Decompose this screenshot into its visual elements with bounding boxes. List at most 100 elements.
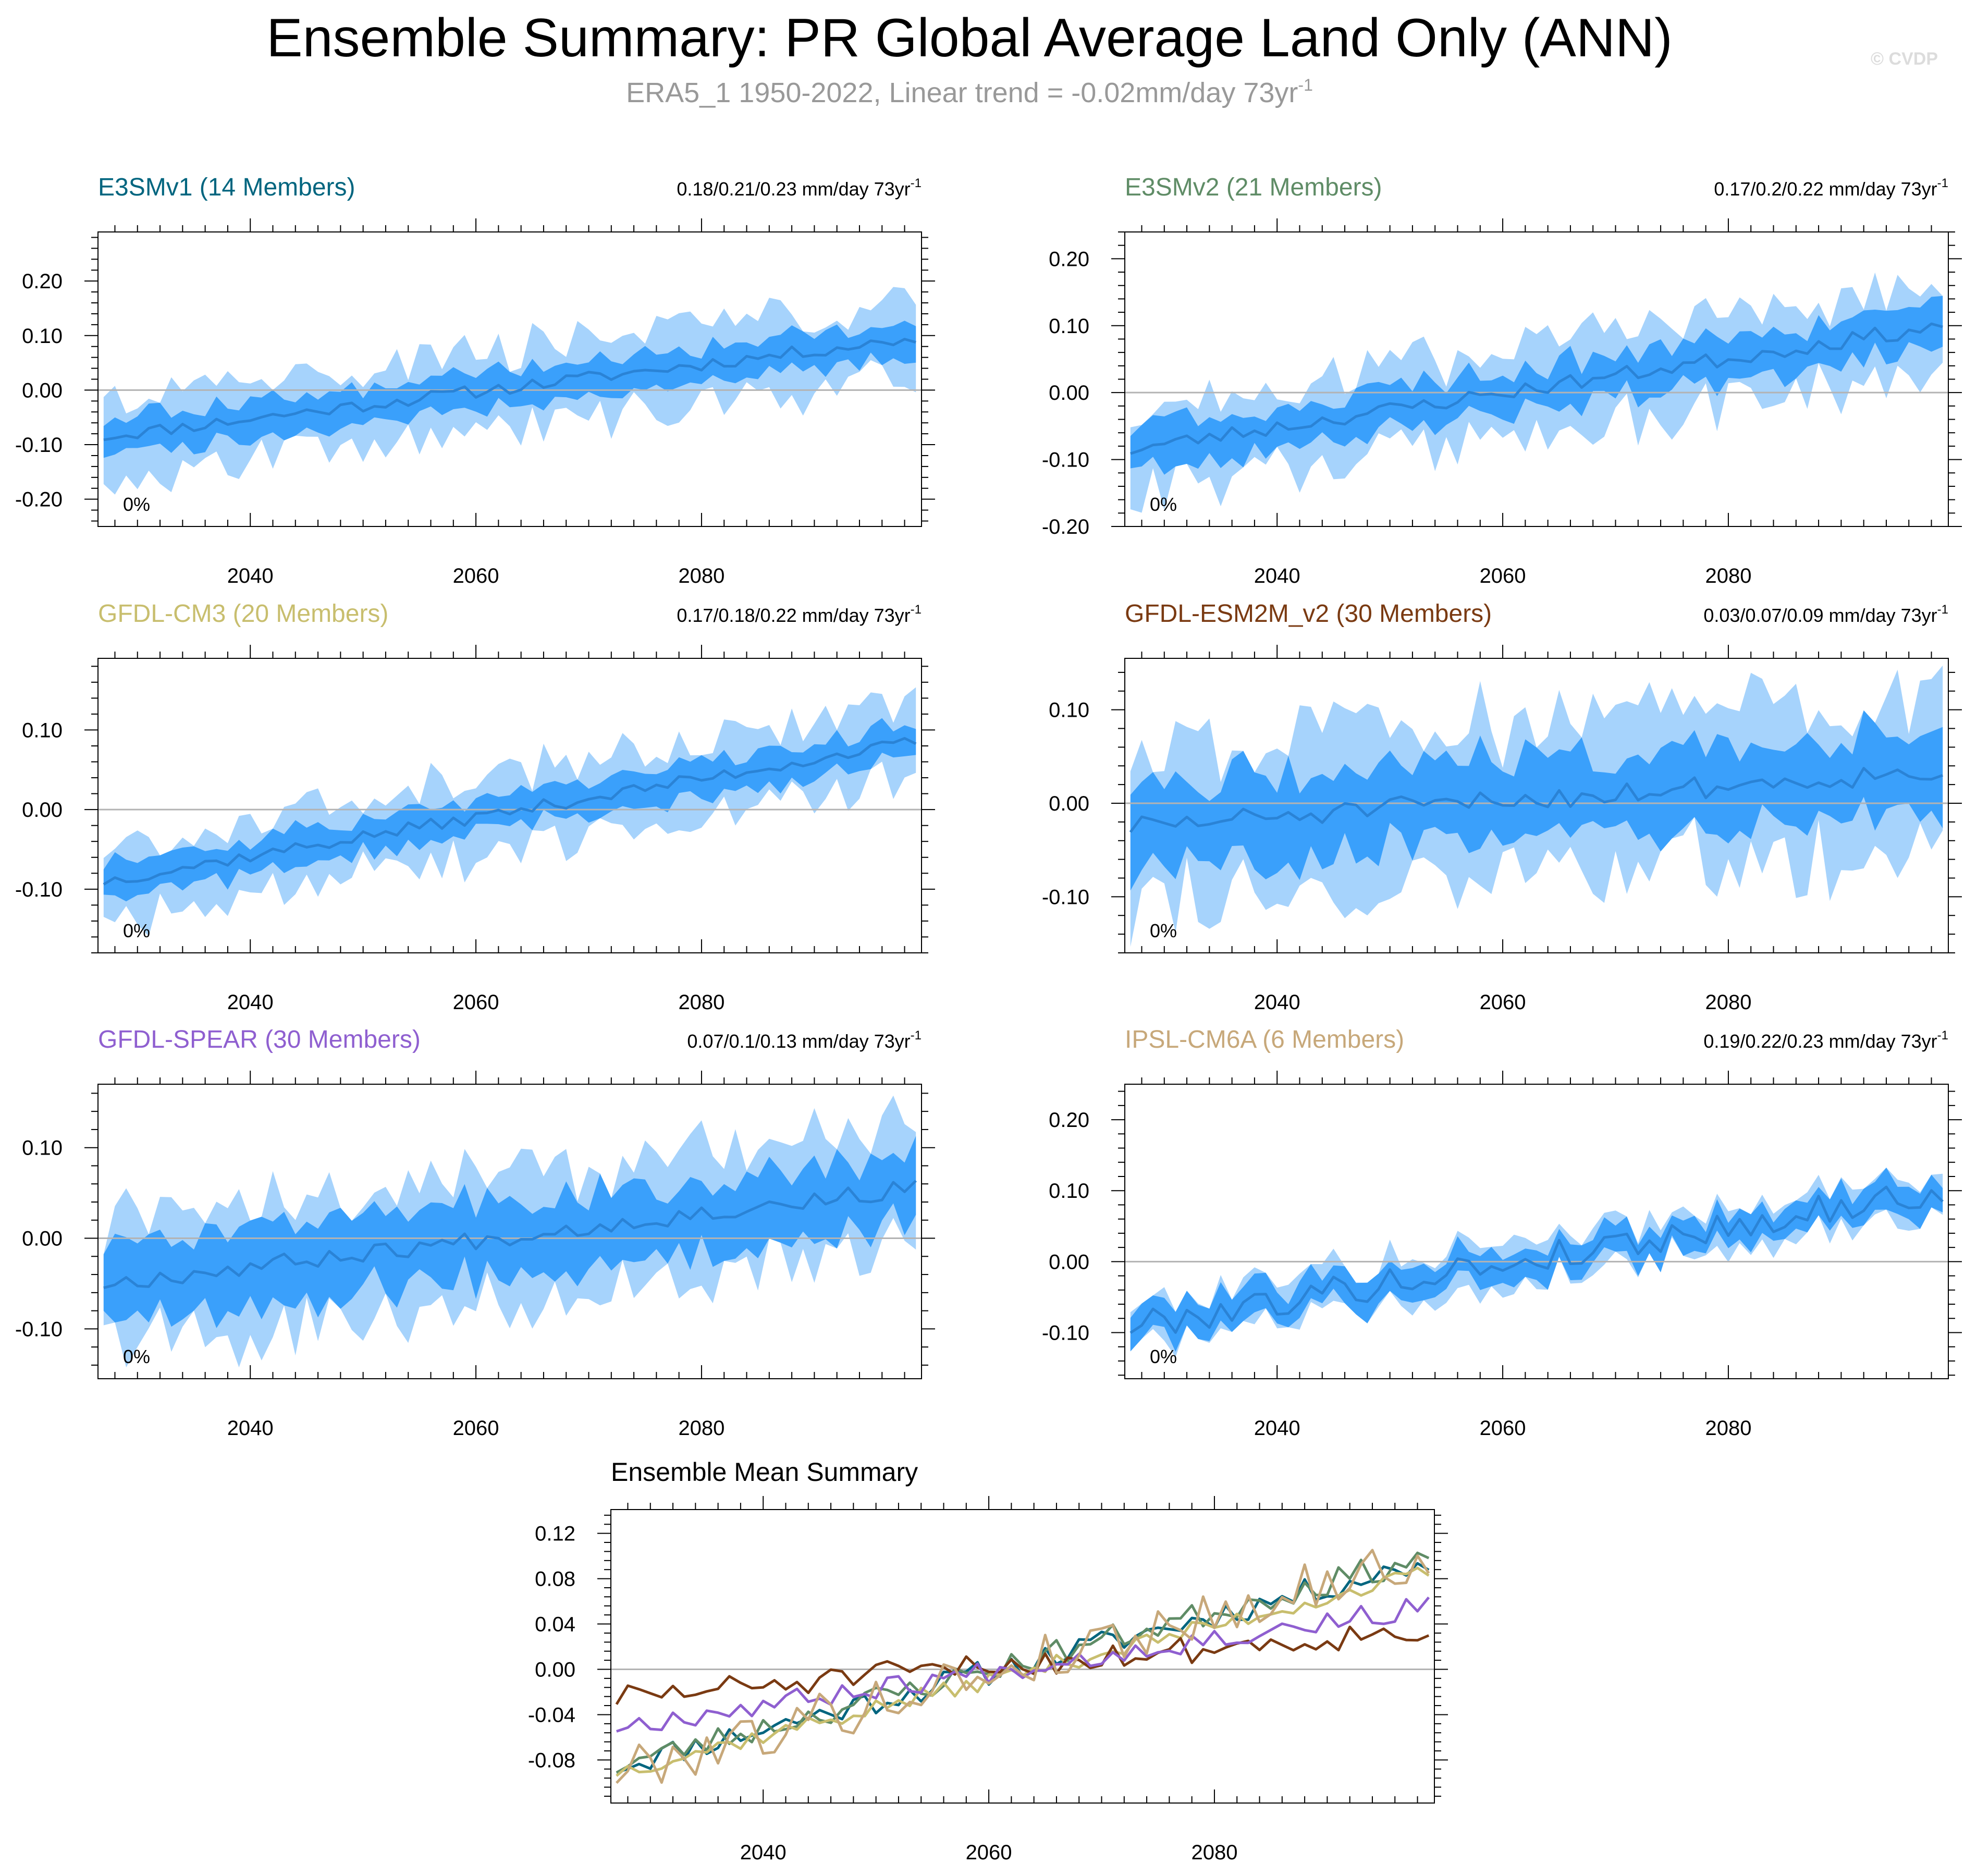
inner-spread-band xyxy=(1130,1168,1943,1352)
x-tick-label: 2080 xyxy=(678,1417,725,1440)
y-tick-label: 0.10 xyxy=(1049,315,1089,338)
percent-label: 0% xyxy=(1150,1346,1177,1367)
ensemble-mean-line xyxy=(1130,322,1943,455)
y-tick-label: 0.10 xyxy=(1049,1180,1089,1203)
x-tick-label: 2060 xyxy=(1480,1417,1526,1440)
series-line-gfdl-spear xyxy=(616,1596,1430,1733)
percent-label: 0% xyxy=(123,494,150,515)
plot-area xyxy=(1125,272,1948,513)
plot-frame xyxy=(97,658,922,953)
chart-panel-e3smv1: 2040 2060 2080 -0.20 -0.10 0.00 0.10 0.20 E3SMv1… xyxy=(15,174,935,587)
y-tick-label: 0.10 xyxy=(22,1137,63,1160)
percent-label: 0% xyxy=(123,1346,150,1367)
chart-panel-gfdl-spear: 2040 2060 2080 -0.10 0.00 0.10 GFDL-SPEAR (30 … xyxy=(15,1026,935,1440)
watermark: © CVDP xyxy=(1871,49,1938,69)
panel-title: IPSL-CM6A (6 Members) xyxy=(1125,1026,1404,1053)
x-tick-label: 2080 xyxy=(1705,1417,1751,1440)
y-tick-label: 0.00 xyxy=(22,379,63,402)
x-tick-label: 2060 xyxy=(1480,991,1526,1014)
figure-subtitle: ERA5_1 1950-2022, Linear trend = -0.02mm… xyxy=(626,76,1313,108)
panel-title: GFDL-CM3 (20 Members) xyxy=(98,600,388,628)
series-line-gfdl-cm3 xyxy=(616,1566,1430,1777)
x-tick-label: 2040 xyxy=(1254,1417,1300,1440)
plot-area xyxy=(611,1549,1434,1784)
inner-spread-band xyxy=(1130,296,1943,475)
x-tick-label: 2060 xyxy=(1480,565,1526,587)
panel-title: E3SMv1 (14 Members) xyxy=(98,174,355,201)
plot-frame xyxy=(1124,1084,1949,1379)
trend-label: 0.17/0.18/0.22 mm/day 73yr-1 xyxy=(677,603,922,626)
y-tick-label: 0.00 xyxy=(1049,1250,1089,1273)
plot-area xyxy=(1125,1168,1948,1357)
y-tick-label: -0.10 xyxy=(15,1318,63,1341)
y-tick-label: -0.10 xyxy=(15,434,63,457)
x-tick-label: 2080 xyxy=(1705,991,1751,1014)
y-tick-label: 0.12 xyxy=(535,1523,575,1546)
y-tick-label: -0.20 xyxy=(1042,516,1089,538)
trend-label: 0.19/0.22/0.23 mm/day 73yr-1 xyxy=(1703,1028,1948,1052)
ensemble-mean-line xyxy=(103,737,917,886)
x-tick-label: 2080 xyxy=(678,991,725,1014)
plot-frame xyxy=(610,1509,1435,1804)
y-tick-label: -0.10 xyxy=(1042,1322,1089,1345)
inner-spread-band xyxy=(1130,710,1943,891)
y-tick-label: 0.20 xyxy=(1049,248,1089,271)
x-tick-label: 2040 xyxy=(227,565,274,587)
series-line-gfdl-esm2m-v2 xyxy=(615,1625,1430,1705)
y-tick-label: 0.08 xyxy=(535,1568,575,1591)
ensemble-mean-line xyxy=(1129,1185,1944,1334)
x-tick-label: 2040 xyxy=(227,1417,274,1440)
y-tick-label: -0.20 xyxy=(15,488,63,511)
y-tick-label: 0.10 xyxy=(22,325,63,348)
chart-panel-gfdl-esm2m-v2: 2040 2060 2080 -0.10 0.00 0.10 GFDL-ESM2M_v2 (… xyxy=(1042,600,1962,1014)
y-tick-label: 0.00 xyxy=(22,799,63,821)
trend-label: 0.18/0.21/0.23 mm/day 73yr-1 xyxy=(677,176,922,200)
x-tick-label: 2040 xyxy=(740,1841,787,1864)
trend-label: 0.03/0.07/0.09 mm/day 73yr-1 xyxy=(1703,603,1948,626)
plot-area xyxy=(98,687,922,937)
y-tick-label: -0.10 xyxy=(15,878,63,901)
y-tick-label: 0.00 xyxy=(1049,382,1089,404)
plot-area xyxy=(1125,665,1948,947)
y-tick-label: -0.10 xyxy=(1042,886,1089,909)
x-tick-label: 2040 xyxy=(227,991,274,1014)
panel-title: Ensemble Mean Summary xyxy=(611,1457,918,1487)
x-tick-label: 2040 xyxy=(1254,991,1300,1014)
inner-spread-band xyxy=(103,321,916,458)
x-tick-label: 2080 xyxy=(678,565,725,587)
y-tick-label: 0.04 xyxy=(535,1613,575,1636)
chart-panel-ensemble-mean: 2040 2060 2080 -0.08 -0.04 0.00 0.04 0.08 0.12 En… xyxy=(528,1457,1448,1864)
x-tick-label: 2060 xyxy=(453,565,499,587)
chart-panel-e3smv2: 2040 2060 2080 -0.20 -0.10 0.00 0.10 0.20 E3SMv2… xyxy=(1042,174,1962,587)
chart-panel-ipsl-cm6a: 2040 2060 2080 -0.10 0.00 0.10 0.20 IPSL-CM6A (… xyxy=(1042,1026,1962,1440)
y-tick-label: -0.10 xyxy=(1042,449,1089,472)
x-tick-label: 2060 xyxy=(453,991,499,1014)
x-tick-label: 2080 xyxy=(1705,565,1751,587)
y-tick-label: 0.10 xyxy=(22,719,63,742)
panel-title: GFDL-ESM2M_v2 (30 Members) xyxy=(1125,600,1492,628)
trend-label: 0.07/0.1/0.13 mm/day 73yr-1 xyxy=(687,1028,922,1052)
trend-label: 0.17/0.2/0.22 mm/day 73yr-1 xyxy=(1714,176,1948,200)
figure-title: Ensemble Summary: PR Global Average Land… xyxy=(266,8,1672,68)
y-tick-label: 0.00 xyxy=(535,1658,575,1681)
plot-frame xyxy=(97,1084,922,1379)
x-tick-label: 2060 xyxy=(453,1417,499,1440)
plot-frame xyxy=(1124,658,1949,953)
x-tick-label: 2060 xyxy=(966,1841,1012,1864)
plot-area xyxy=(98,1095,922,1368)
panel-title: E3SMv2 (21 Members) xyxy=(1125,174,1382,201)
ensemble-mean-line xyxy=(1129,767,1944,833)
x-tick-label: 2080 xyxy=(1191,1841,1237,1864)
ensemble-mean-line xyxy=(103,1180,917,1290)
y-tick-label: -0.04 xyxy=(528,1703,575,1726)
panel-title: GFDL-SPEAR (30 Members) xyxy=(98,1026,421,1053)
chart-panel-gfdl-cm3: 2040 2060 2080 -0.10 0.00 0.10 GFDL-CM3 (20 Me… xyxy=(15,600,935,1014)
y-tick-label: 0.00 xyxy=(1049,792,1089,815)
series-line-ipsl-cm6a xyxy=(615,1549,1430,1784)
ensemble-mean-line xyxy=(103,338,916,442)
y-tick-label: 0.10 xyxy=(1049,699,1089,722)
percent-label: 0% xyxy=(1150,494,1177,515)
percent-label: 0% xyxy=(1150,920,1177,941)
y-tick-label: -0.08 xyxy=(528,1749,575,1772)
